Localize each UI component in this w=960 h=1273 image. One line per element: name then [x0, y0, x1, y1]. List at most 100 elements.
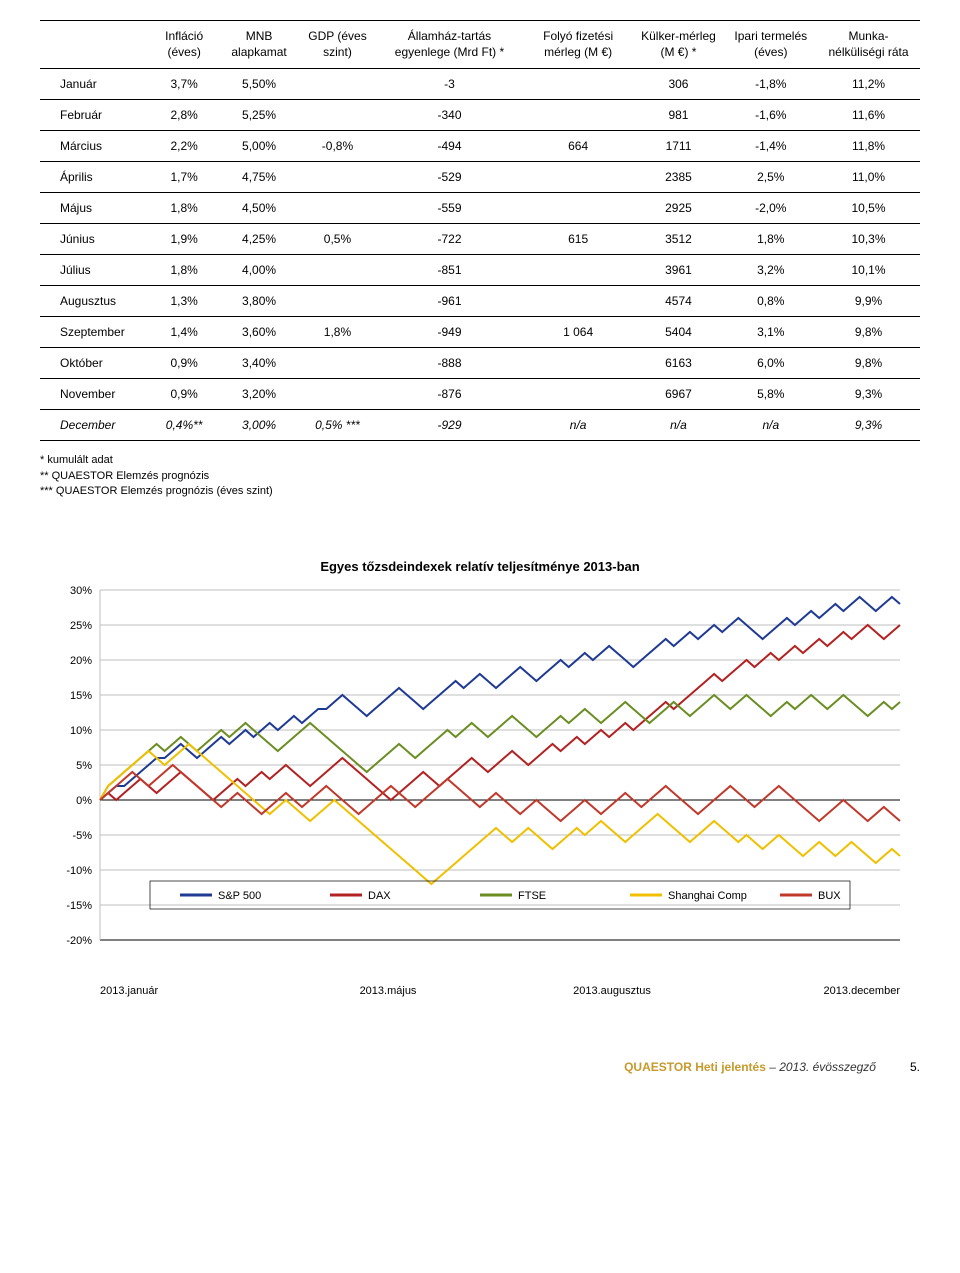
month-cell: Február	[40, 100, 150, 131]
value-cell: 1,8%	[725, 224, 817, 255]
svg-text:-10%: -10%	[66, 865, 92, 877]
month-cell: Augusztus	[40, 286, 150, 317]
column-header: Folyó fizetési mérleg (M €)	[524, 21, 633, 69]
value-cell	[300, 379, 375, 410]
value-cell: 1,3%	[150, 286, 218, 317]
value-cell: -1,6%	[725, 100, 817, 131]
page-footer: QUAESTOR Heti jelentés – 2013. évösszegz…	[40, 1060, 920, 1074]
table-row: Február2,8%5,25%-340981-1,6%11,6%	[40, 100, 920, 131]
svg-text:5%: 5%	[76, 760, 92, 772]
value-cell	[524, 69, 633, 100]
column-header	[40, 21, 150, 69]
legend-label: Shanghai Comp	[668, 890, 747, 902]
value-cell: 1,8%	[150, 255, 218, 286]
table-row: Július1,8%4,00%-85139613,2%10,1%	[40, 255, 920, 286]
economic-indicators-table: Infláció (éves)MNB alapkamatGDP (éves sz…	[40, 20, 920, 441]
svg-text:-20%: -20%	[66, 935, 92, 947]
table-row: Április1,7%4,75%-52923852,5%11,0%	[40, 162, 920, 193]
value-cell: 3,60%	[218, 317, 300, 348]
value-cell: 9,9%	[817, 286, 920, 317]
value-cell	[524, 348, 633, 379]
value-cell: 0,4%**	[150, 410, 218, 441]
stock-index-chart: -20%-15%-10%-5%0%5%10%15%20%25%30%2013.j…	[40, 580, 910, 1000]
table-row: Január3,7%5,50%-3306-1,8%11,2%	[40, 69, 920, 100]
value-cell	[300, 100, 375, 131]
value-cell: 0,9%	[150, 348, 218, 379]
value-cell: 4,25%	[218, 224, 300, 255]
series-S&P 500	[100, 597, 900, 800]
month-cell: Október	[40, 348, 150, 379]
value-cell: 4,00%	[218, 255, 300, 286]
value-cell	[300, 162, 375, 193]
value-cell: -3	[375, 69, 524, 100]
value-cell	[524, 193, 633, 224]
value-cell: 0,5%	[300, 224, 375, 255]
value-cell: 306	[632, 69, 724, 100]
value-cell: 2,5%	[725, 162, 817, 193]
value-cell: 1,4%	[150, 317, 218, 348]
value-cell: 3,00%	[218, 410, 300, 441]
value-cell	[524, 255, 633, 286]
column-header: Infláció (éves)	[150, 21, 218, 69]
value-cell: -876	[375, 379, 524, 410]
svg-text:10%: 10%	[70, 725, 92, 737]
value-cell: 0,8%	[725, 286, 817, 317]
table-row: Október0,9%3,40%-88861636,0%9,8%	[40, 348, 920, 379]
column-header: MNB alapkamat	[218, 21, 300, 69]
table-row: Augusztus1,3%3,80%-96145740,8%9,9%	[40, 286, 920, 317]
value-cell: 11,8%	[817, 131, 920, 162]
legend-label: BUX	[818, 890, 841, 902]
value-cell	[300, 69, 375, 100]
legend-label: S&P 500	[218, 890, 261, 902]
value-cell: 2385	[632, 162, 724, 193]
value-cell	[300, 255, 375, 286]
series-FTSE	[100, 695, 900, 800]
value-cell: 5,50%	[218, 69, 300, 100]
column-header: Ipari termelés (éves)	[725, 21, 817, 69]
value-cell: 5404	[632, 317, 724, 348]
value-cell: -559	[375, 193, 524, 224]
value-cell: -494	[375, 131, 524, 162]
legend-label: DAX	[368, 890, 391, 902]
value-cell: 4,50%	[218, 193, 300, 224]
svg-text:2013.december: 2013.december	[824, 985, 901, 997]
value-cell: 10,5%	[817, 193, 920, 224]
footer-subtitle: – 2013. évösszegző	[766, 1060, 876, 1074]
value-cell: 1 064	[524, 317, 633, 348]
month-cell: Április	[40, 162, 150, 193]
value-cell	[524, 162, 633, 193]
value-cell: -888	[375, 348, 524, 379]
stock-index-chart-container: Egyes tőzsdeindexek relatív teljesítmény…	[40, 559, 920, 1000]
value-cell: 9,8%	[817, 317, 920, 348]
month-cell: Június	[40, 224, 150, 255]
month-cell: Március	[40, 131, 150, 162]
value-cell: -722	[375, 224, 524, 255]
value-cell: 1711	[632, 131, 724, 162]
table-row: December0,4%**3,00%0,5% ***-929n/an/an/a…	[40, 410, 920, 441]
month-cell: Május	[40, 193, 150, 224]
table-row: Június1,9%4,25%0,5%-72261535121,8%10,3%	[40, 224, 920, 255]
value-cell: 981	[632, 100, 724, 131]
chart-title: Egyes tőzsdeindexek relatív teljesítmény…	[40, 559, 920, 574]
value-cell: 0,5% ***	[300, 410, 375, 441]
month-cell: Január	[40, 69, 150, 100]
value-cell: 6,0%	[725, 348, 817, 379]
value-cell: 11,0%	[817, 162, 920, 193]
footnote-line: *** QUAESTOR Elemzés prognózis (éves szi…	[40, 484, 920, 499]
value-cell: 9,3%	[817, 410, 920, 441]
value-cell: 3,7%	[150, 69, 218, 100]
table-row: November0,9%3,20%-87669675,8%9,3%	[40, 379, 920, 410]
value-cell: n/a	[725, 410, 817, 441]
value-cell: 3961	[632, 255, 724, 286]
value-cell: -1,4%	[725, 131, 817, 162]
value-cell: 4,75%	[218, 162, 300, 193]
value-cell: 6967	[632, 379, 724, 410]
value-cell: 3,20%	[218, 379, 300, 410]
value-cell	[300, 286, 375, 317]
value-cell: 3,80%	[218, 286, 300, 317]
value-cell: 3,40%	[218, 348, 300, 379]
value-cell: -851	[375, 255, 524, 286]
svg-text:15%: 15%	[70, 690, 92, 702]
value-cell: 615	[524, 224, 633, 255]
column-header: GDP (éves szint)	[300, 21, 375, 69]
